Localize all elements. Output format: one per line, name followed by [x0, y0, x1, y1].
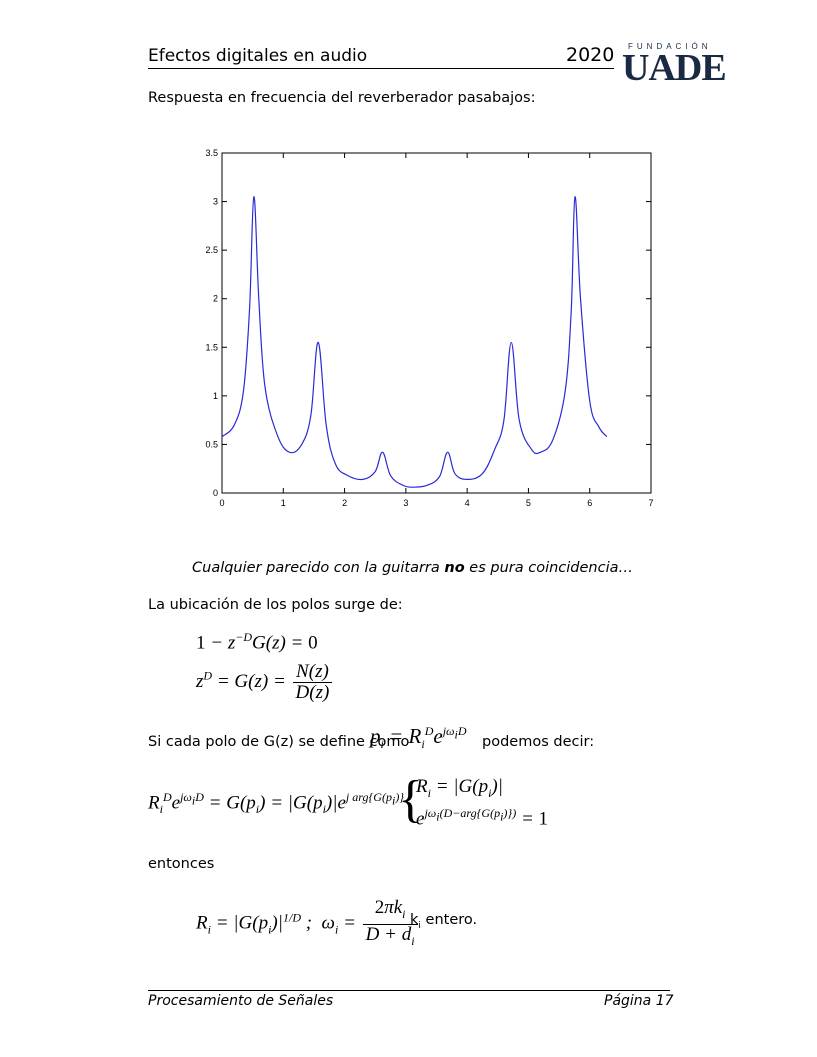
equation-ri-omega: Ri = |G(pi)|1/D ; ωi = 2πki D + di: [196, 898, 420, 951]
equation-characteristic: 1 − z−DG(z) = 0: [196, 630, 318, 654]
pole-def-after: podemos decir:: [482, 734, 595, 750]
equation-magnitude-phase: RiDejωiD = G(pi) = |G(pi)|ej arg{G(pi)}: [148, 790, 405, 817]
equation-zd: zD = G(z) = N(z) D(z): [196, 662, 334, 703]
intro-text: Respuesta en frecuencia del reverberador…: [148, 90, 536, 106]
chart-caption: Cualquier parecido con la guitarra no es…: [192, 560, 633, 576]
header-year: 2020: [566, 44, 615, 66]
footer-page-number: Página 17: [604, 993, 674, 1009]
y-axis-ticks: 0 0.5 1 1.5 2 2.5 3 3.5: [205, 148, 651, 498]
logo-wordmark: UADE: [622, 47, 727, 89]
x-tick-label: 5: [526, 498, 531, 508]
y-tick-label: 0.5: [205, 439, 218, 449]
footer-left: Procesamiento de Señales: [148, 993, 334, 1009]
entonces-text: entonces: [148, 856, 215, 872]
k-entero-text: ki entero.: [410, 912, 477, 931]
k-subscript: i: [418, 920, 421, 931]
pole-def-before: Si cada polo de G(z) se define como: [148, 734, 410, 750]
y-tick-label: 0: [213, 488, 218, 498]
y-tick-label: 2: [213, 294, 218, 304]
uade-logo: FUNDACIÓN UADE: [622, 42, 727, 88]
footer-rule: [148, 990, 670, 991]
x-axis-ticks: 0 1 2 3 4 5 6 7: [219, 153, 654, 508]
x-tick-label: 6: [587, 498, 592, 508]
equation-brace: {: [398, 771, 423, 828]
x-tick-label: 4: [465, 498, 470, 508]
caption-part1: Cualquier parecido con la guitarra: [192, 560, 445, 576]
series-line: [221, 196, 608, 488]
plot-frame: [221, 152, 652, 494]
x-tick-label: 0: [219, 498, 224, 508]
header-rule: [148, 68, 614, 69]
equation-ri: Ri = |G(pi)|: [416, 776, 503, 800]
poles-text: La ubicación de los polos surge de:: [148, 597, 403, 613]
header-title: Efectos digitales en audio: [148, 46, 368, 66]
x-tick-label: 3: [403, 498, 408, 508]
caption-part2: es pura coincidencia…: [464, 560, 633, 576]
x-tick-label: 7: [648, 498, 653, 508]
y-tick-label: 1: [213, 391, 218, 401]
y-tick-label: 3: [213, 197, 218, 207]
caption-bold: no: [444, 560, 465, 576]
equation-phase-unity: ejωi(D−arg{G(pi)}) = 1: [416, 806, 549, 830]
y-tick-label: 3.5: [205, 148, 218, 158]
y-tick-label: 1.5: [205, 342, 218, 352]
frequency-response-chart: 0 1 2 3 4 5 6 7 0 0.5 1 1.5 2 2.5 3 3.5: [205, 148, 654, 508]
equation-pole: pi = RiDejωiD: [370, 724, 467, 752]
k-entero-suffix: entero.: [420, 912, 478, 928]
logo-subtitle: FUNDACIÓN: [628, 42, 712, 51]
k-letter: k: [410, 912, 419, 928]
y-tick-label: 2.5: [205, 245, 218, 255]
x-tick-label: 2: [342, 498, 347, 508]
x-tick-label: 1: [281, 498, 286, 508]
